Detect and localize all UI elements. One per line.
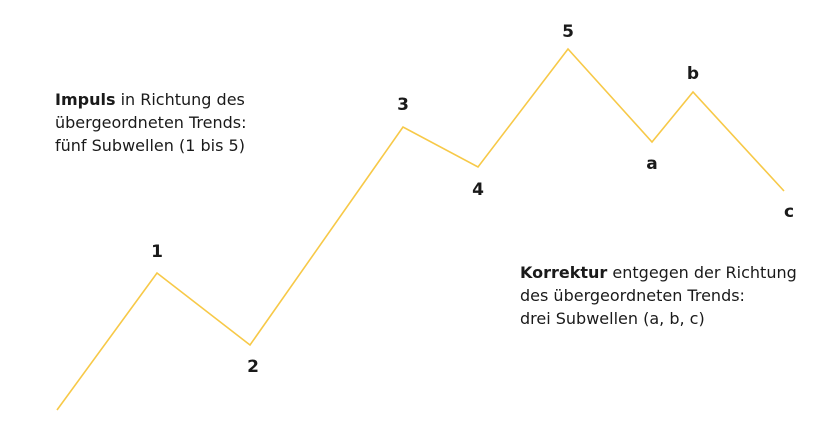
impulse-note-line2: übergeordneten Trends: <box>55 113 247 132</box>
correction-note-line1-rest: entgegen der Richtung <box>607 263 797 282</box>
wave-label-5: 5 <box>562 22 574 42</box>
impulse-note: Impuls in Richtung des übergeordneten Tr… <box>55 88 247 157</box>
wave-label-a: a <box>646 154 658 174</box>
impulse-note-line1: Impuls in Richtung des <box>55 88 247 111</box>
correction-term: Korrektur <box>520 263 608 282</box>
correction-note-line1: Korrektur entgegen der Richtung <box>520 261 797 284</box>
impulse-note-line1-rest: in Richtung des <box>115 90 245 109</box>
correction-note-line3: drei Subwellen (a, b, c) <box>520 309 705 328</box>
correction-note-line2: des übergeordneten Trends: <box>520 286 745 305</box>
wave-label-1: 1 <box>151 242 163 262</box>
impulse-term: Impuls <box>55 90 116 109</box>
wave-label-2: 2 <box>247 357 259 377</box>
wave-label-b: b <box>686 64 700 84</box>
wave-line <box>56 47 785 411</box>
wave-label-4: 4 <box>472 180 484 200</box>
wave-label-3: 3 <box>397 95 409 115</box>
correction-note: Korrektur entgegen der Richtung des über… <box>520 261 797 330</box>
wave-label-c: c <box>783 202 795 222</box>
impulse-note-line3: fünf Subwellen (1 bis 5) <box>55 136 245 155</box>
